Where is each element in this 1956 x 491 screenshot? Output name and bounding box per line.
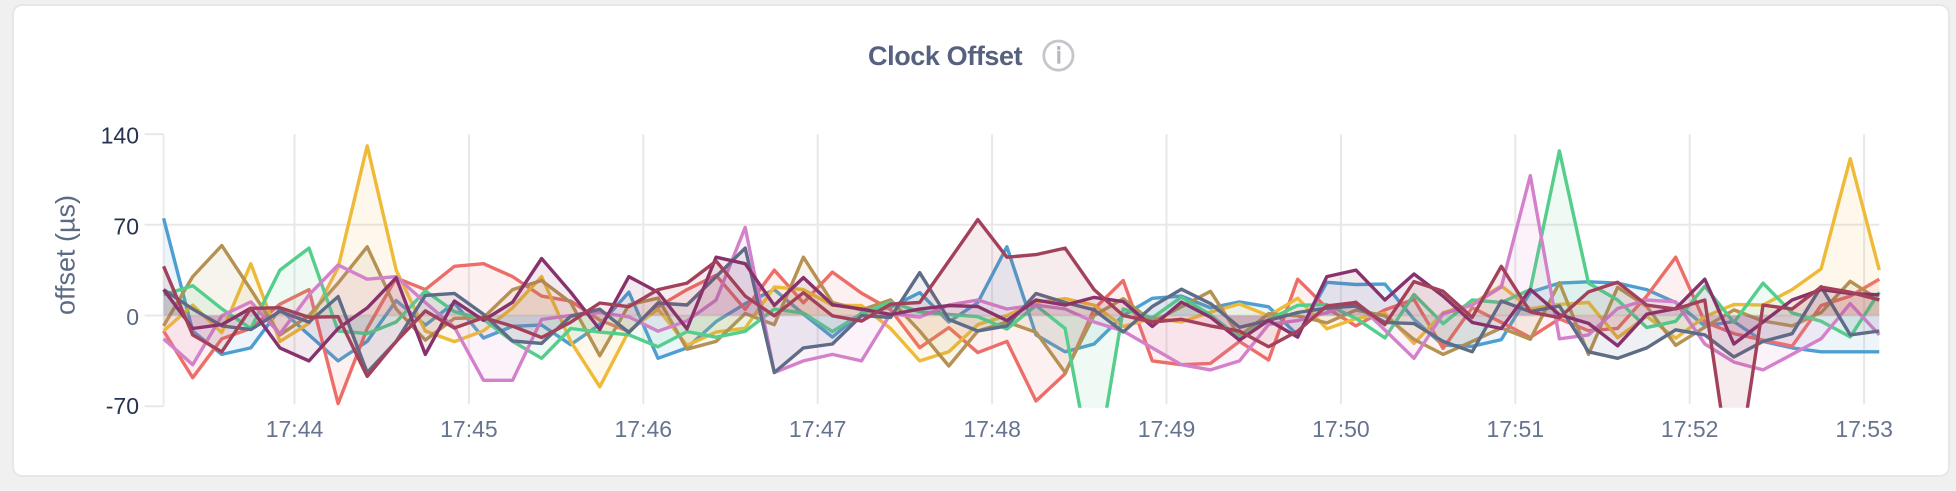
svg-text:17:53: 17:53: [1835, 416, 1893, 442]
svg-text:17:44: 17:44: [266, 416, 324, 442]
svg-text:17:50: 17:50: [1312, 416, 1370, 442]
svg-text:17:49: 17:49: [1138, 416, 1196, 442]
svg-text:0: 0: [126, 304, 139, 330]
svg-text:offset (µs): offset (µs): [51, 195, 81, 315]
svg-text:17:51: 17:51: [1487, 416, 1545, 442]
svg-text:-70: -70: [106, 393, 139, 419]
svg-text:17:47: 17:47: [789, 416, 847, 442]
svg-text:17:45: 17:45: [440, 416, 498, 442]
svg-text:17:52: 17:52: [1661, 416, 1719, 442]
svg-text:70: 70: [113, 213, 139, 239]
svg-text:17:48: 17:48: [963, 416, 1021, 442]
svg-text:17:46: 17:46: [615, 416, 673, 442]
svg-text:140: 140: [101, 123, 139, 149]
